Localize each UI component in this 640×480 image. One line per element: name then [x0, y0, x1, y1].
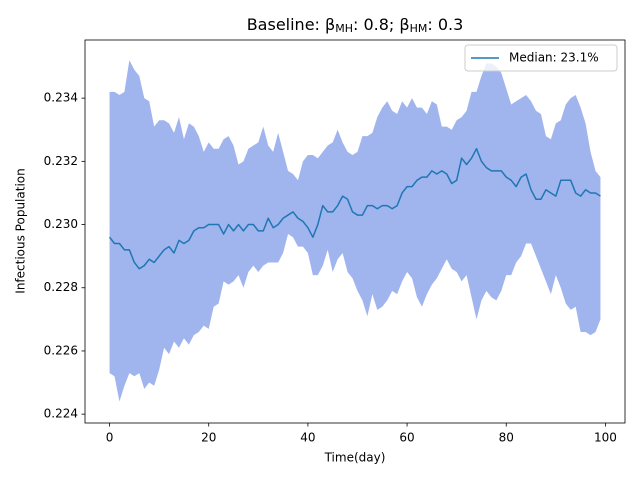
y-tick-label: 0.234 [44, 91, 78, 105]
y-tick-label: 0.232 [44, 154, 78, 168]
title-part: : 0.8; β [353, 15, 410, 34]
confidence-band [109, 60, 601, 402]
title-sub: MH [335, 22, 353, 35]
legend-label: Median: 23.1% [509, 51, 599, 65]
title-part: Baseline: β [247, 15, 336, 34]
y-tick-label: 0.230 [44, 217, 78, 231]
y-axis-label: Infectious Population [14, 168, 28, 293]
legend-box [464, 44, 618, 72]
x-tick-label: 60 [399, 431, 414, 445]
x-axis-label: Time(day) [324, 451, 386, 465]
x-tick-label: 80 [499, 431, 514, 445]
title-sub: HM [410, 22, 428, 35]
y-tick-label: 0.224 [44, 407, 78, 421]
x-tick-label: 40 [300, 431, 315, 445]
y-tick-label: 0.226 [44, 343, 78, 357]
x-tick-label: 20 [201, 431, 216, 445]
chart-title: Baseline: βMH: 0.8; βHM: 0.3 [247, 15, 464, 36]
title-part: : 0.3 [427, 15, 463, 34]
x-tick-label: 0 [106, 431, 114, 445]
x-tick-label: 100 [594, 431, 617, 445]
plot-frame [84, 39, 626, 424]
y-tick-label: 0.228 [44, 280, 78, 294]
series-line [108, 147, 601, 270]
